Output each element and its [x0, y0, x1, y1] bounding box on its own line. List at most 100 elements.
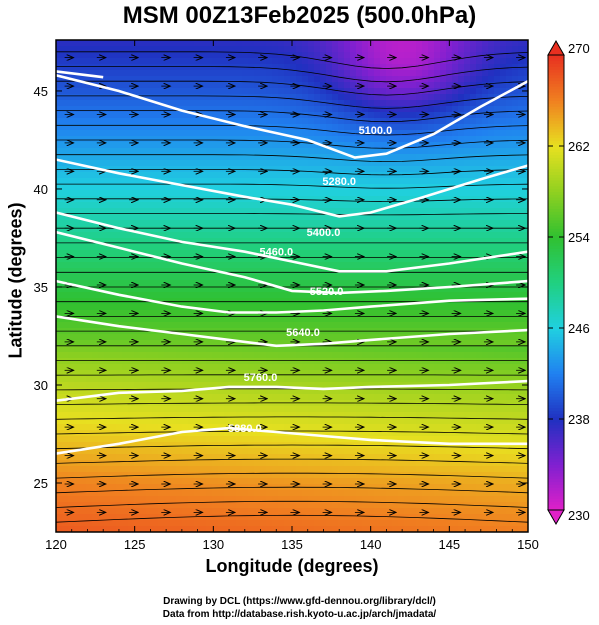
- heatmap-cell: [506, 376, 513, 383]
- heatmap-cell: [296, 88, 303, 95]
- heatmap-cell: [494, 190, 501, 197]
- heatmap-cell: [170, 394, 177, 401]
- heatmap-cell: [362, 310, 369, 317]
- heatmap-cell: [440, 388, 447, 395]
- heatmap-cell: [362, 40, 369, 47]
- heatmap-cell: [296, 148, 303, 155]
- heatmap-cell: [338, 256, 345, 263]
- heatmap-cell: [452, 76, 459, 83]
- heatmap-cell: [284, 340, 291, 347]
- heatmap-cell: [464, 142, 471, 149]
- heatmap-cell: [482, 292, 489, 299]
- heatmap-cell: [188, 376, 195, 383]
- heatmap-cell: [350, 232, 357, 239]
- heatmap-cell: [302, 334, 309, 341]
- heatmap-cell: [188, 406, 195, 413]
- heatmap-cell: [80, 202, 87, 209]
- heatmap-cell: [398, 238, 405, 245]
- heatmap-cell: [212, 208, 219, 215]
- heatmap-cell: [290, 40, 297, 47]
- heatmap-cell: [182, 232, 189, 239]
- heatmap-cell: [452, 214, 459, 221]
- heatmap-cell: [344, 310, 351, 317]
- heatmap-cell: [242, 82, 249, 89]
- heatmap-cell: [254, 238, 261, 245]
- heatmap-cell: [494, 64, 501, 71]
- heatmap-cell: [506, 70, 513, 77]
- heatmap-cell: [374, 76, 381, 83]
- heatmap-cell: [386, 94, 393, 101]
- heatmap-cell: [248, 364, 255, 371]
- heatmap-cell: [284, 208, 291, 215]
- heatmap-cell: [176, 256, 183, 263]
- heatmap-cell: [110, 220, 117, 227]
- heatmap-cell: [170, 112, 177, 119]
- heatmap-cell: [308, 394, 315, 401]
- heatmap-cell: [176, 196, 183, 203]
- heatmap-cell: [116, 262, 123, 269]
- heatmap-cell: [128, 274, 135, 281]
- heatmap-cell: [80, 130, 87, 137]
- heatmap-cell: [398, 370, 405, 377]
- heatmap-cell: [314, 256, 321, 263]
- heatmap-cell: [224, 100, 231, 107]
- heatmap-cell: [488, 88, 495, 95]
- heatmap-cell: [134, 268, 141, 275]
- heatmap-cell: [140, 226, 147, 233]
- heatmap-cell: [254, 76, 261, 83]
- heatmap-cell: [98, 418, 105, 425]
- heatmap-cell: [98, 334, 105, 341]
- heatmap-cell: [224, 130, 231, 137]
- heatmap-cell: [272, 118, 279, 125]
- heatmap-cell: [116, 46, 123, 53]
- heatmap-cell: [128, 400, 135, 407]
- heatmap-cell: [374, 334, 381, 341]
- heatmap-cell: [362, 394, 369, 401]
- heatmap-cell: [368, 112, 375, 119]
- heatmap-cell: [446, 400, 453, 407]
- heatmap-cell: [314, 406, 321, 413]
- heatmap-cell: [314, 166, 321, 173]
- heatmap-cell: [158, 46, 165, 53]
- heatmap-cell: [170, 412, 177, 419]
- heatmap-cell: [266, 58, 273, 65]
- heatmap-cell: [350, 64, 357, 71]
- heatmap-cell: [86, 310, 93, 317]
- heatmap-cell: [350, 208, 357, 215]
- heatmap-cell: [434, 166, 441, 173]
- heatmap-cell: [206, 340, 213, 347]
- heatmap-cell: [230, 370, 237, 377]
- heatmap-cell: [398, 190, 405, 197]
- heatmap-cell: [518, 286, 525, 293]
- heatmap-cell: [368, 100, 375, 107]
- heatmap-cell: [122, 118, 129, 125]
- heatmap-cell: [446, 256, 453, 263]
- heatmap-cell: [176, 382, 183, 389]
- heatmap-cell: [506, 244, 513, 251]
- heatmap-cell: [56, 178, 63, 185]
- heatmap-cell: [272, 184, 279, 191]
- heatmap-cell: [134, 88, 141, 95]
- heatmap-cell: [362, 364, 369, 371]
- heatmap-cell: [116, 130, 123, 137]
- heatmap-cell: [386, 352, 393, 359]
- heatmap-cell: [170, 256, 177, 263]
- heatmap-cell: [146, 190, 153, 197]
- heatmap-cell: [236, 82, 243, 89]
- heatmap-cell: [362, 178, 369, 185]
- heatmap-cell: [158, 190, 165, 197]
- heatmap-cell: [74, 250, 81, 257]
- heatmap-cell: [86, 106, 93, 113]
- heatmap-cell: [458, 292, 465, 299]
- heatmap-cell: [440, 208, 447, 215]
- heatmap-cell: [488, 154, 495, 161]
- heatmap-cell: [74, 154, 81, 161]
- heatmap-cell: [128, 88, 135, 95]
- heatmap-cell: [170, 232, 177, 239]
- heatmap-cell: [416, 292, 423, 299]
- heatmap-cell: [314, 226, 321, 233]
- heatmap-cell: [68, 388, 75, 395]
- heatmap-cell: [404, 268, 411, 275]
- heatmap-cell: [386, 214, 393, 221]
- heatmap-cell: [350, 322, 357, 329]
